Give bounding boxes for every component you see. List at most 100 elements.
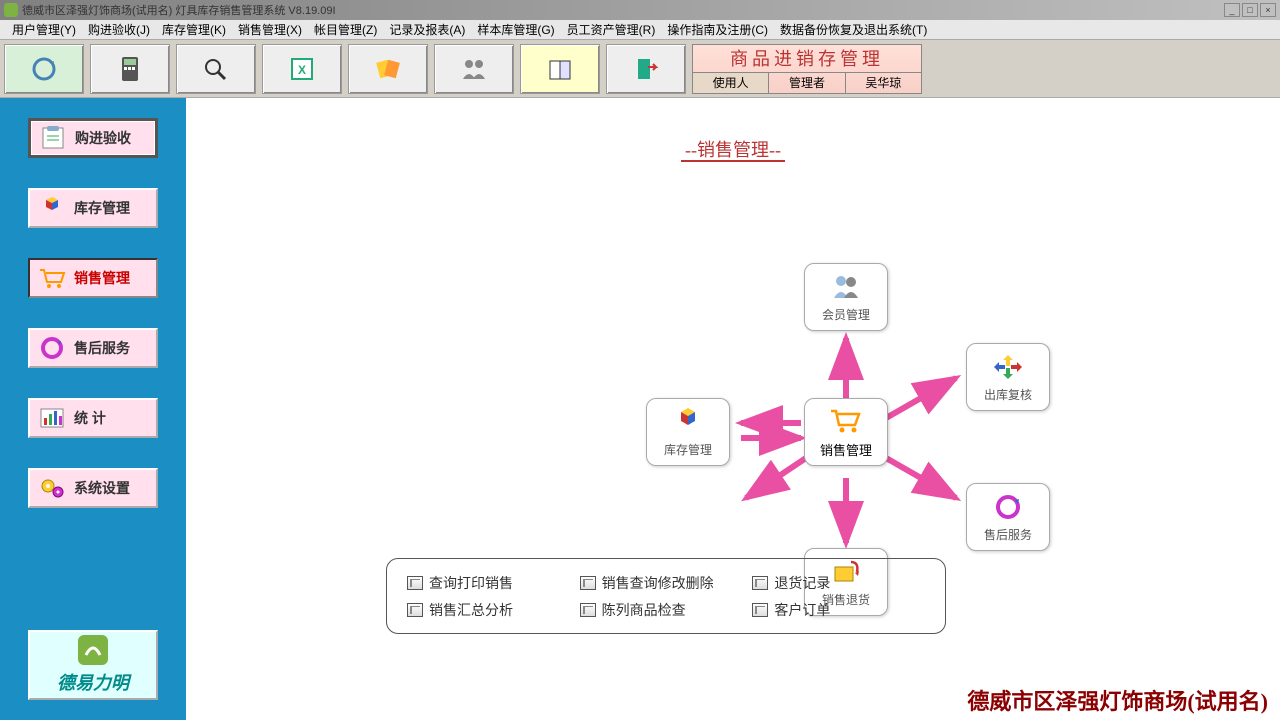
tools-icon <box>372 55 404 83</box>
toolbtn-7[interactable] <box>520 44 600 94</box>
recycle-icon <box>38 336 66 360</box>
userbox: 商品进销存管理 使用人 管理者 吴华琼 <box>692 44 922 94</box>
toolbtn-3[interactable] <box>176 44 256 94</box>
toolbtn-5[interactable] <box>348 44 428 94</box>
list-icon <box>752 603 768 617</box>
close-button[interactable]: × <box>1260 3 1276 17</box>
footer-company: 德威市区泽强灯饰商场(试用名) <box>967 684 1268 716</box>
arrows-icon <box>991 352 1025 382</box>
maximize-button[interactable]: □ <box>1242 3 1258 17</box>
bp-label: 查询打印销售 <box>429 573 513 593</box>
cubes-icon <box>671 407 705 437</box>
node-label: 售后服务 <box>984 526 1032 543</box>
recycle-icon <box>991 492 1025 522</box>
node-label: 销售管理 <box>820 440 872 459</box>
sidebar-item-label: 统 计 <box>74 408 106 428</box>
sidebar-item-sales[interactable]: 销售管理 <box>28 258 158 298</box>
brand-logo: 德易力明 <box>28 630 158 700</box>
gears-icon <box>38 476 66 500</box>
userbox-role: 管理者 <box>768 73 844 93</box>
bp-label: 销售查询修改删除 <box>602 573 714 593</box>
cart-icon <box>829 406 863 436</box>
chart-icon <box>38 406 66 430</box>
sidebar-item-label: 购进验收 <box>75 128 131 148</box>
sidebar-item-label: 售后服务 <box>74 338 130 358</box>
bp-item-return-record[interactable]: 退货记录 <box>752 573 925 593</box>
node-aftersales[interactable]: 售后服务 <box>966 483 1050 551</box>
search-icon <box>200 55 232 83</box>
sidebar-item-label: 库存管理 <box>74 198 130 218</box>
toolbtn-6[interactable] <box>434 44 514 94</box>
menu-reports[interactable]: 记录及报表(A) <box>383 21 471 38</box>
svg-text:X: X <box>298 63 306 77</box>
menu-purchase[interactable]: 购进验收(J) <box>82 21 156 38</box>
menu-inventory[interactable]: 库存管理(K) <box>156 21 232 38</box>
members-icon <box>829 272 863 302</box>
menu-accounts[interactable]: 帐目管理(Z) <box>308 21 383 38</box>
menu-exit[interactable]: 数据备份恢复及退出系统(T) <box>774 21 933 38</box>
diagram: 销售管理 会员管理 出库复核 售后服务 销售退货 库存管理 <box>446 168 1066 588</box>
list-icon <box>407 603 423 617</box>
list-icon <box>580 576 596 590</box>
cubes-icon <box>38 196 66 220</box>
bp-item-display-check[interactable]: 陈列商品检查 <box>580 600 753 620</box>
node-label: 会员管理 <box>822 306 870 323</box>
node-label: 库存管理 <box>664 441 712 458</box>
menu-sales[interactable]: 销售管理(X) <box>232 21 308 38</box>
exit-icon <box>630 55 662 83</box>
titlebar: 德威市区泽强灯饰商场(试用名) 灯具库存销售管理系统 V8.19.09I _ □… <box>0 0 1280 20</box>
sidebar-item-stats[interactable]: 统 计 <box>28 398 158 438</box>
bp-label: 销售汇总分析 <box>429 600 513 620</box>
menu-hr[interactable]: 员工资产管理(R) <box>561 21 662 38</box>
bp-label: 客户订单 <box>774 600 830 620</box>
section-title: --销售管理-- <box>681 136 785 162</box>
list-icon <box>580 603 596 617</box>
refresh-icon <box>28 55 60 83</box>
node-label: 出库复核 <box>984 386 1032 403</box>
bp-label: 陈列商品检查 <box>602 600 686 620</box>
sidebar: 购进验收 库存管理 销售管理 售后服务 统 计 系统设置 德易力明 <box>0 98 186 720</box>
excel-icon: X <box>286 55 318 83</box>
bp-item-orders[interactable]: 客户订单 <box>752 600 925 620</box>
clipboard-icon <box>39 126 67 150</box>
bottom-panel: 查询打印销售 销售查询修改删除 退货记录 销售汇总分析 陈列商品检查 客户订单 <box>386 558 946 634</box>
bp-item-summary[interactable]: 销售汇总分析 <box>407 600 580 620</box>
node-inventory[interactable]: 库存管理 <box>646 398 730 466</box>
sidebar-item-purchase[interactable]: 购进验收 <box>28 118 158 158</box>
node-outbound[interactable]: 出库复核 <box>966 343 1050 411</box>
node-members[interactable]: 会员管理 <box>804 263 888 331</box>
brand-name: 德易力明 <box>57 669 129 695</box>
sidebar-item-aftersales[interactable]: 售后服务 <box>28 328 158 368</box>
book-icon <box>544 55 576 83</box>
main-panel: --销售管理-- 销售管理 会员管理 <box>186 98 1280 720</box>
bp-item-query-edit[interactable]: 销售查询修改删除 <box>580 573 753 593</box>
sidebar-item-settings[interactable]: 系统设置 <box>28 468 158 508</box>
menu-samples[interactable]: 样本库管理(G) <box>471 21 560 38</box>
bp-label: 退货记录 <box>774 573 830 593</box>
list-icon <box>752 576 768 590</box>
userbox-label: 使用人 <box>693 73 768 93</box>
people-icon <box>458 55 490 83</box>
list-icon <box>407 576 423 590</box>
sidebar-item-inventory[interactable]: 库存管理 <box>28 188 158 228</box>
userbox-title: 商品进销存管理 <box>693 45 921 73</box>
node-center[interactable]: 销售管理 <box>804 398 888 466</box>
window-title: 德威市区泽强灯饰商场(试用名) 灯具库存销售管理系统 V8.19.09I <box>22 2 336 18</box>
bp-item-query-print[interactable]: 查询打印销售 <box>407 573 580 593</box>
app-icon <box>4 3 18 17</box>
logo-icon <box>78 635 108 665</box>
calculator-icon <box>114 55 146 83</box>
sidebar-item-label: 销售管理 <box>74 268 130 288</box>
menubar: 用户管理(Y) 购进验收(J) 库存管理(K) 销售管理(X) 帐目管理(Z) … <box>0 20 1280 40</box>
toolbtn-8[interactable] <box>606 44 686 94</box>
sidebar-item-label: 系统设置 <box>74 478 130 498</box>
cart-icon <box>38 266 66 290</box>
menu-help[interactable]: 操作指南及注册(C) <box>661 21 774 38</box>
toolbtn-1[interactable] <box>4 44 84 94</box>
toolbtn-4[interactable]: X <box>262 44 342 94</box>
minimize-button[interactable]: _ <box>1224 3 1240 17</box>
toolbtn-2[interactable] <box>90 44 170 94</box>
userbox-name: 吴华琼 <box>845 73 921 93</box>
toolbar: X 商品进销存管理 使用人 管理者 吴华琼 <box>0 40 1280 98</box>
menu-user[interactable]: 用户管理(Y) <box>6 21 82 38</box>
